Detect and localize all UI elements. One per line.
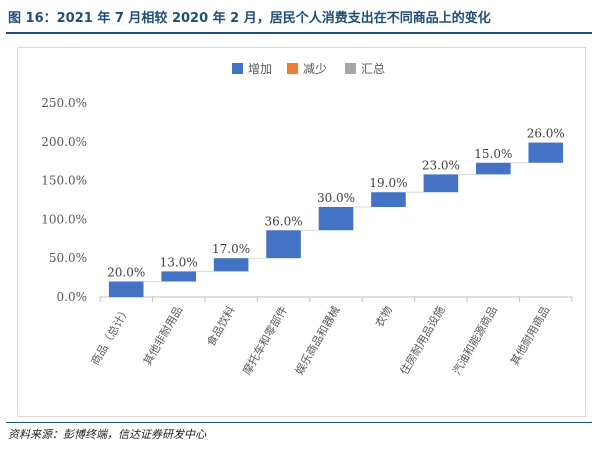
bar <box>266 230 301 259</box>
waterfall-chart: 增加 减少 汇总 0.0% 50.0% 100.0% 150.0% 200.0% 250.0%… <box>41 62 573 378</box>
category-label: 汽油和能源商品 <box>449 304 500 378</box>
y-tick-label: 250.0% <box>41 96 87 110</box>
bars <box>108 142 564 297</box>
data-label: 20.0% <box>107 265 145 279</box>
category-label: 其他耐用商品 <box>507 304 552 368</box>
category-label: 娱乐商品和器械 <box>292 304 343 378</box>
data-label: 13.0% <box>160 255 198 269</box>
bar <box>213 258 249 272</box>
data-label: 17.0% <box>212 242 250 256</box>
bar <box>371 192 406 207</box>
bar <box>423 174 459 193</box>
y-tick-label: 50.0% <box>49 251 87 265</box>
bar <box>108 281 144 297</box>
source-note: 资料来源：彭博终端，信达证券研发中心 <box>8 428 206 441</box>
chart-frame <box>17 47 586 417</box>
data-label: 30.0% <box>317 191 355 205</box>
source-rule <box>6 422 592 423</box>
bar <box>476 162 511 175</box>
data-label: 15.0% <box>474 147 512 161</box>
category-label: 摩托车和零部件 <box>240 304 291 378</box>
y-tick-label: 0.0% <box>57 290 88 304</box>
category-labels: 商品（总计） 其他非耐用品 食品饮料 摩托车和零部件 娱乐商品和器械 衣物 住房耐用品设施汽… <box>88 304 553 378</box>
data-label: 19.0% <box>369 176 407 190</box>
chart-legend: 增加 减少 汇总 <box>232 62 385 76</box>
bar <box>528 142 564 163</box>
category-label: 食品饮料 <box>204 304 238 349</box>
title-rule <box>6 32 592 34</box>
x-axis <box>99 296 573 302</box>
y-tick-label: 150.0% <box>41 174 87 188</box>
legend-label-2: 汇总 <box>361 62 385 76</box>
y-axis: 0.0% 50.0% 100.0% 150.0% 200.0% 250.0% <box>41 96 87 304</box>
y-tick-label: 200.0% <box>41 135 87 149</box>
category-label: 商品（总计） <box>88 304 133 368</box>
legend-label-1: 减少 <box>303 62 327 76</box>
category-label: 衣物 <box>372 304 395 330</box>
category-label: 住房耐用品设施 <box>397 304 448 378</box>
bar <box>161 271 196 282</box>
data-label: 36.0% <box>264 214 302 228</box>
data-label: 23.0% <box>422 158 460 172</box>
legend-swatch-1 <box>287 63 298 74</box>
data-label: 26.0% <box>527 127 565 141</box>
figure-title: 图 16：2021 年 7 月相较 2020 年 2 月，居民个人消费支出在不同… <box>8 11 491 26</box>
bar <box>318 206 354 231</box>
y-tick-label: 100.0% <box>41 212 87 226</box>
legend-swatch-2 <box>345 63 356 74</box>
data-labels: 20.0% 13.0% 17.0% 36.0% 30.0% 19.0% 23.0% 15.0%… <box>107 127 565 280</box>
legend-swatch-0 <box>232 63 243 74</box>
category-label: 其他非耐用品 <box>141 304 185 368</box>
legend-label-0: 增加 <box>248 62 272 76</box>
